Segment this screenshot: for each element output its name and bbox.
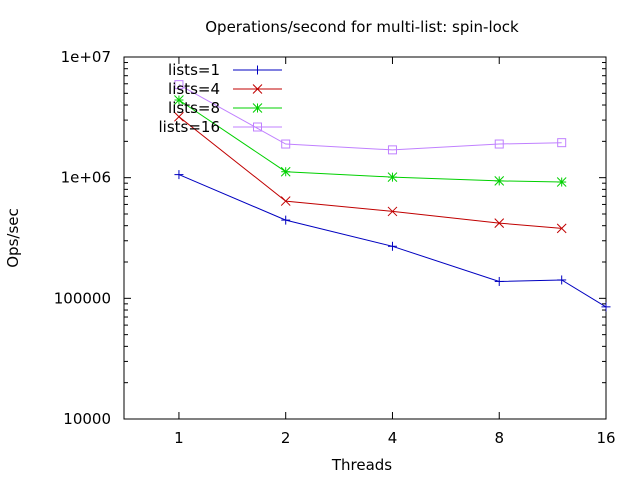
plot-border — [123, 56, 607, 420]
data-point — [387, 145, 397, 155]
series-lists=1 — [174, 170, 611, 312]
x-tick-label: 4 — [388, 429, 398, 447]
data-point — [174, 80, 184, 90]
y-tick-label: 100000 — [54, 289, 111, 307]
chart-title: Operations/second for multi-list: spin-l… — [205, 18, 519, 36]
series-lists=4 — [174, 111, 567, 234]
x-tick-label: 8 — [494, 429, 504, 447]
data-point — [281, 139, 291, 149]
data-point — [174, 111, 184, 122]
legend-item: lists=16 — [158, 118, 282, 136]
series-line — [178, 116, 562, 229]
data-point — [494, 139, 504, 149]
legend-label: lists=16 — [158, 118, 220, 136]
x-tick-label: 2 — [281, 429, 291, 447]
data-point — [174, 95, 184, 105]
legend-marker — [252, 84, 263, 94]
data-point — [494, 176, 505, 186]
x-axis-label: Threads — [331, 456, 392, 474]
data-point — [556, 223, 567, 234]
data-point — [387, 172, 398, 182]
series-line — [178, 84, 562, 151]
data-point — [557, 138, 567, 148]
series-layer — [174, 80, 611, 312]
legend-label: lists=1 — [168, 61, 220, 79]
data-point — [494, 276, 504, 286]
data-point — [557, 275, 567, 285]
data-point — [387, 241, 397, 251]
legend-item: lists=1 — [168, 61, 282, 79]
data-point — [280, 166, 291, 177]
y-tick-label: 1e+06 — [61, 169, 111, 187]
legend-label: lists=8 — [168, 99, 220, 117]
legend-marker — [252, 103, 263, 113]
series-lists=16 — [174, 80, 567, 155]
y-tick-label: 1e+07 — [61, 48, 111, 66]
series-line — [178, 174, 607, 308]
plot-frame — [123, 56, 607, 420]
series-lists=8 — [174, 95, 567, 187]
y-tick-label: 10000 — [63, 410, 111, 428]
legend-item: lists=4 — [168, 80, 282, 98]
legend-marker — [253, 65, 262, 75]
legend-label: lists=4 — [168, 80, 220, 98]
ticks-layer: 1 2 4 8 16 10000 100000 1e+06 1e+07 — [54, 48, 616, 447]
data-point — [494, 218, 505, 228]
data-point — [387, 206, 398, 217]
series-line — [178, 99, 562, 183]
data-point — [174, 170, 184, 180]
legend-item: lists=8 — [168, 99, 282, 117]
legend-marker — [253, 122, 262, 132]
data-point — [280, 196, 291, 206]
data-point — [556, 177, 567, 187]
data-point — [281, 215, 291, 225]
x-tick-label: 16 — [596, 429, 615, 447]
x-tick-label: 1 — [174, 429, 184, 447]
y-axis-label: Ops/sec — [4, 208, 22, 268]
